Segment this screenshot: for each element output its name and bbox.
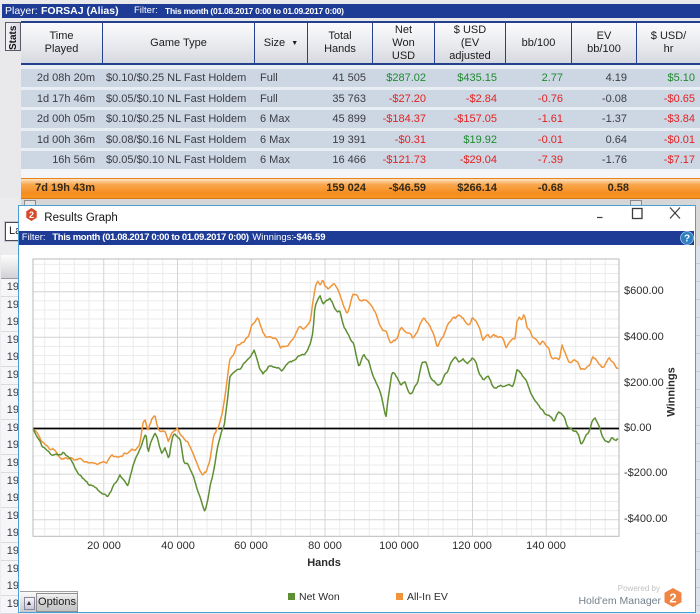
svg-text:2: 2 [29,210,34,220]
svg-text:?: ? [684,233,690,244]
svg-text:2: 2 [669,591,676,606]
